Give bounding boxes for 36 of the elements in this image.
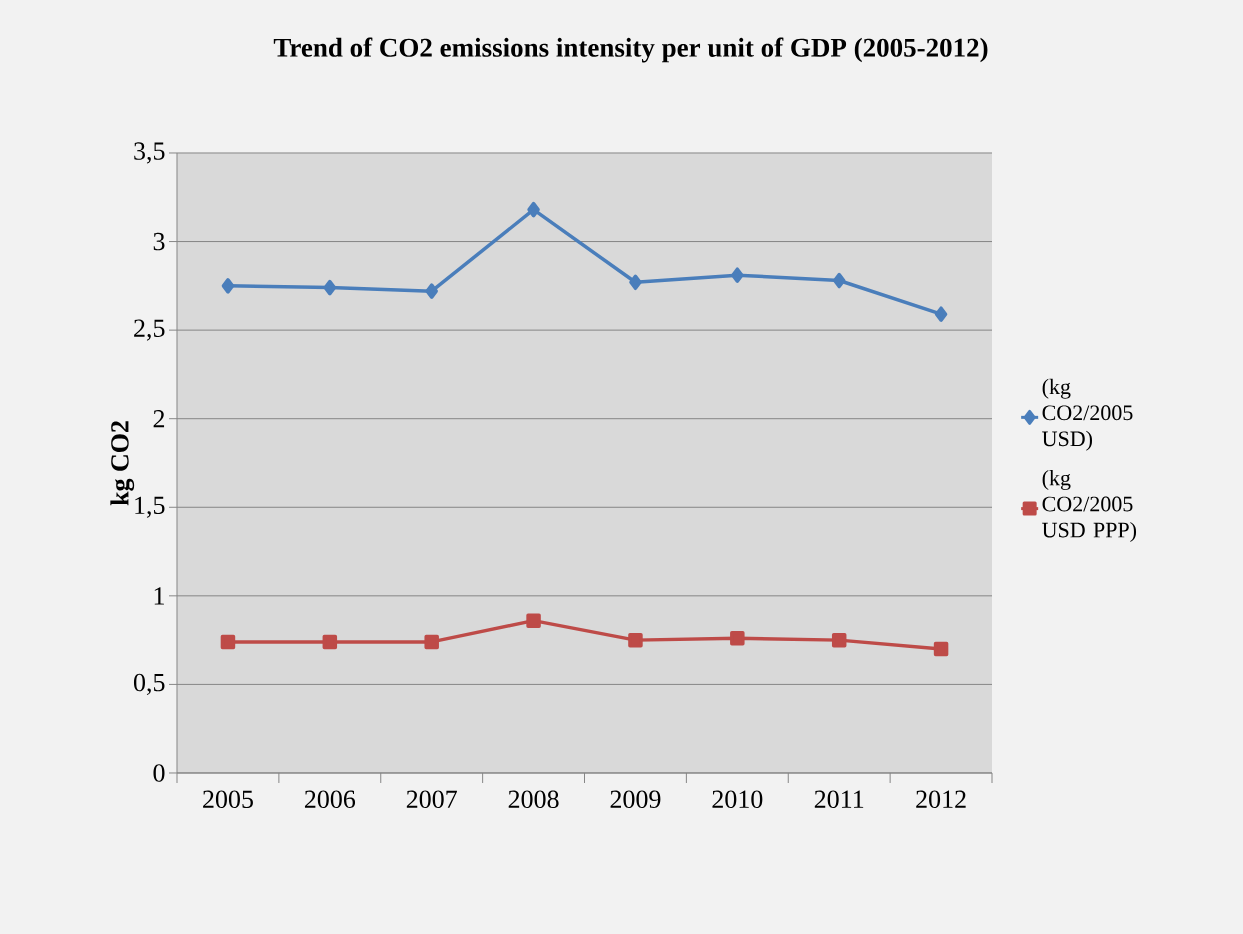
y-tick-label: 0,5: [133, 673, 165, 696]
y-axis-title: kg CO2: [110, 421, 135, 506]
point: [526, 613, 541, 628]
point: [832, 272, 846, 289]
point: [730, 631, 745, 646]
point: [322, 634, 338, 650]
chart-title: Trend of CO2 emissions intensity per unit of GDP (2005-2012): [273, 37, 988, 63]
x-tick-label: 2010: [712, 790, 763, 809]
legend-label: (kg CO2/2005 USD): [1042, 378, 1133, 451]
x-tick-label: 2009: [610, 790, 661, 809]
point: [831, 632, 847, 648]
y-tick-label: 2: [153, 410, 165, 428]
x-tick-label: 2005: [203, 790, 253, 809]
point: [934, 306, 948, 322]
point: [731, 267, 744, 283]
point: [424, 634, 439, 650]
point: [629, 274, 642, 291]
point: [221, 278, 235, 294]
x-tick-label: 2012: [916, 790, 966, 809]
point: [425, 283, 438, 299]
y-tick-label: 0: [153, 764, 165, 782]
point: [628, 632, 643, 648]
x-tick-label: 2007: [406, 790, 457, 809]
y-tick-label: 3: [153, 232, 165, 251]
x-tick-label: 2011: [814, 790, 864, 809]
point: [323, 279, 337, 296]
y-tick-label: 3,5: [134, 142, 165, 164]
y-tick-label: 2,5: [134, 319, 165, 341]
y-tick-label: 1,5: [135, 496, 165, 518]
point: [933, 641, 949, 657]
point: [527, 201, 540, 218]
legend-label: (kg CO2/2005 USD PPP): [1042, 469, 1137, 542]
point: [220, 634, 236, 650]
y-tick-label: 1: [154, 587, 164, 605]
x-tick-label: 2006: [304, 790, 356, 809]
x-tick-label: 2008: [508, 790, 559, 809]
